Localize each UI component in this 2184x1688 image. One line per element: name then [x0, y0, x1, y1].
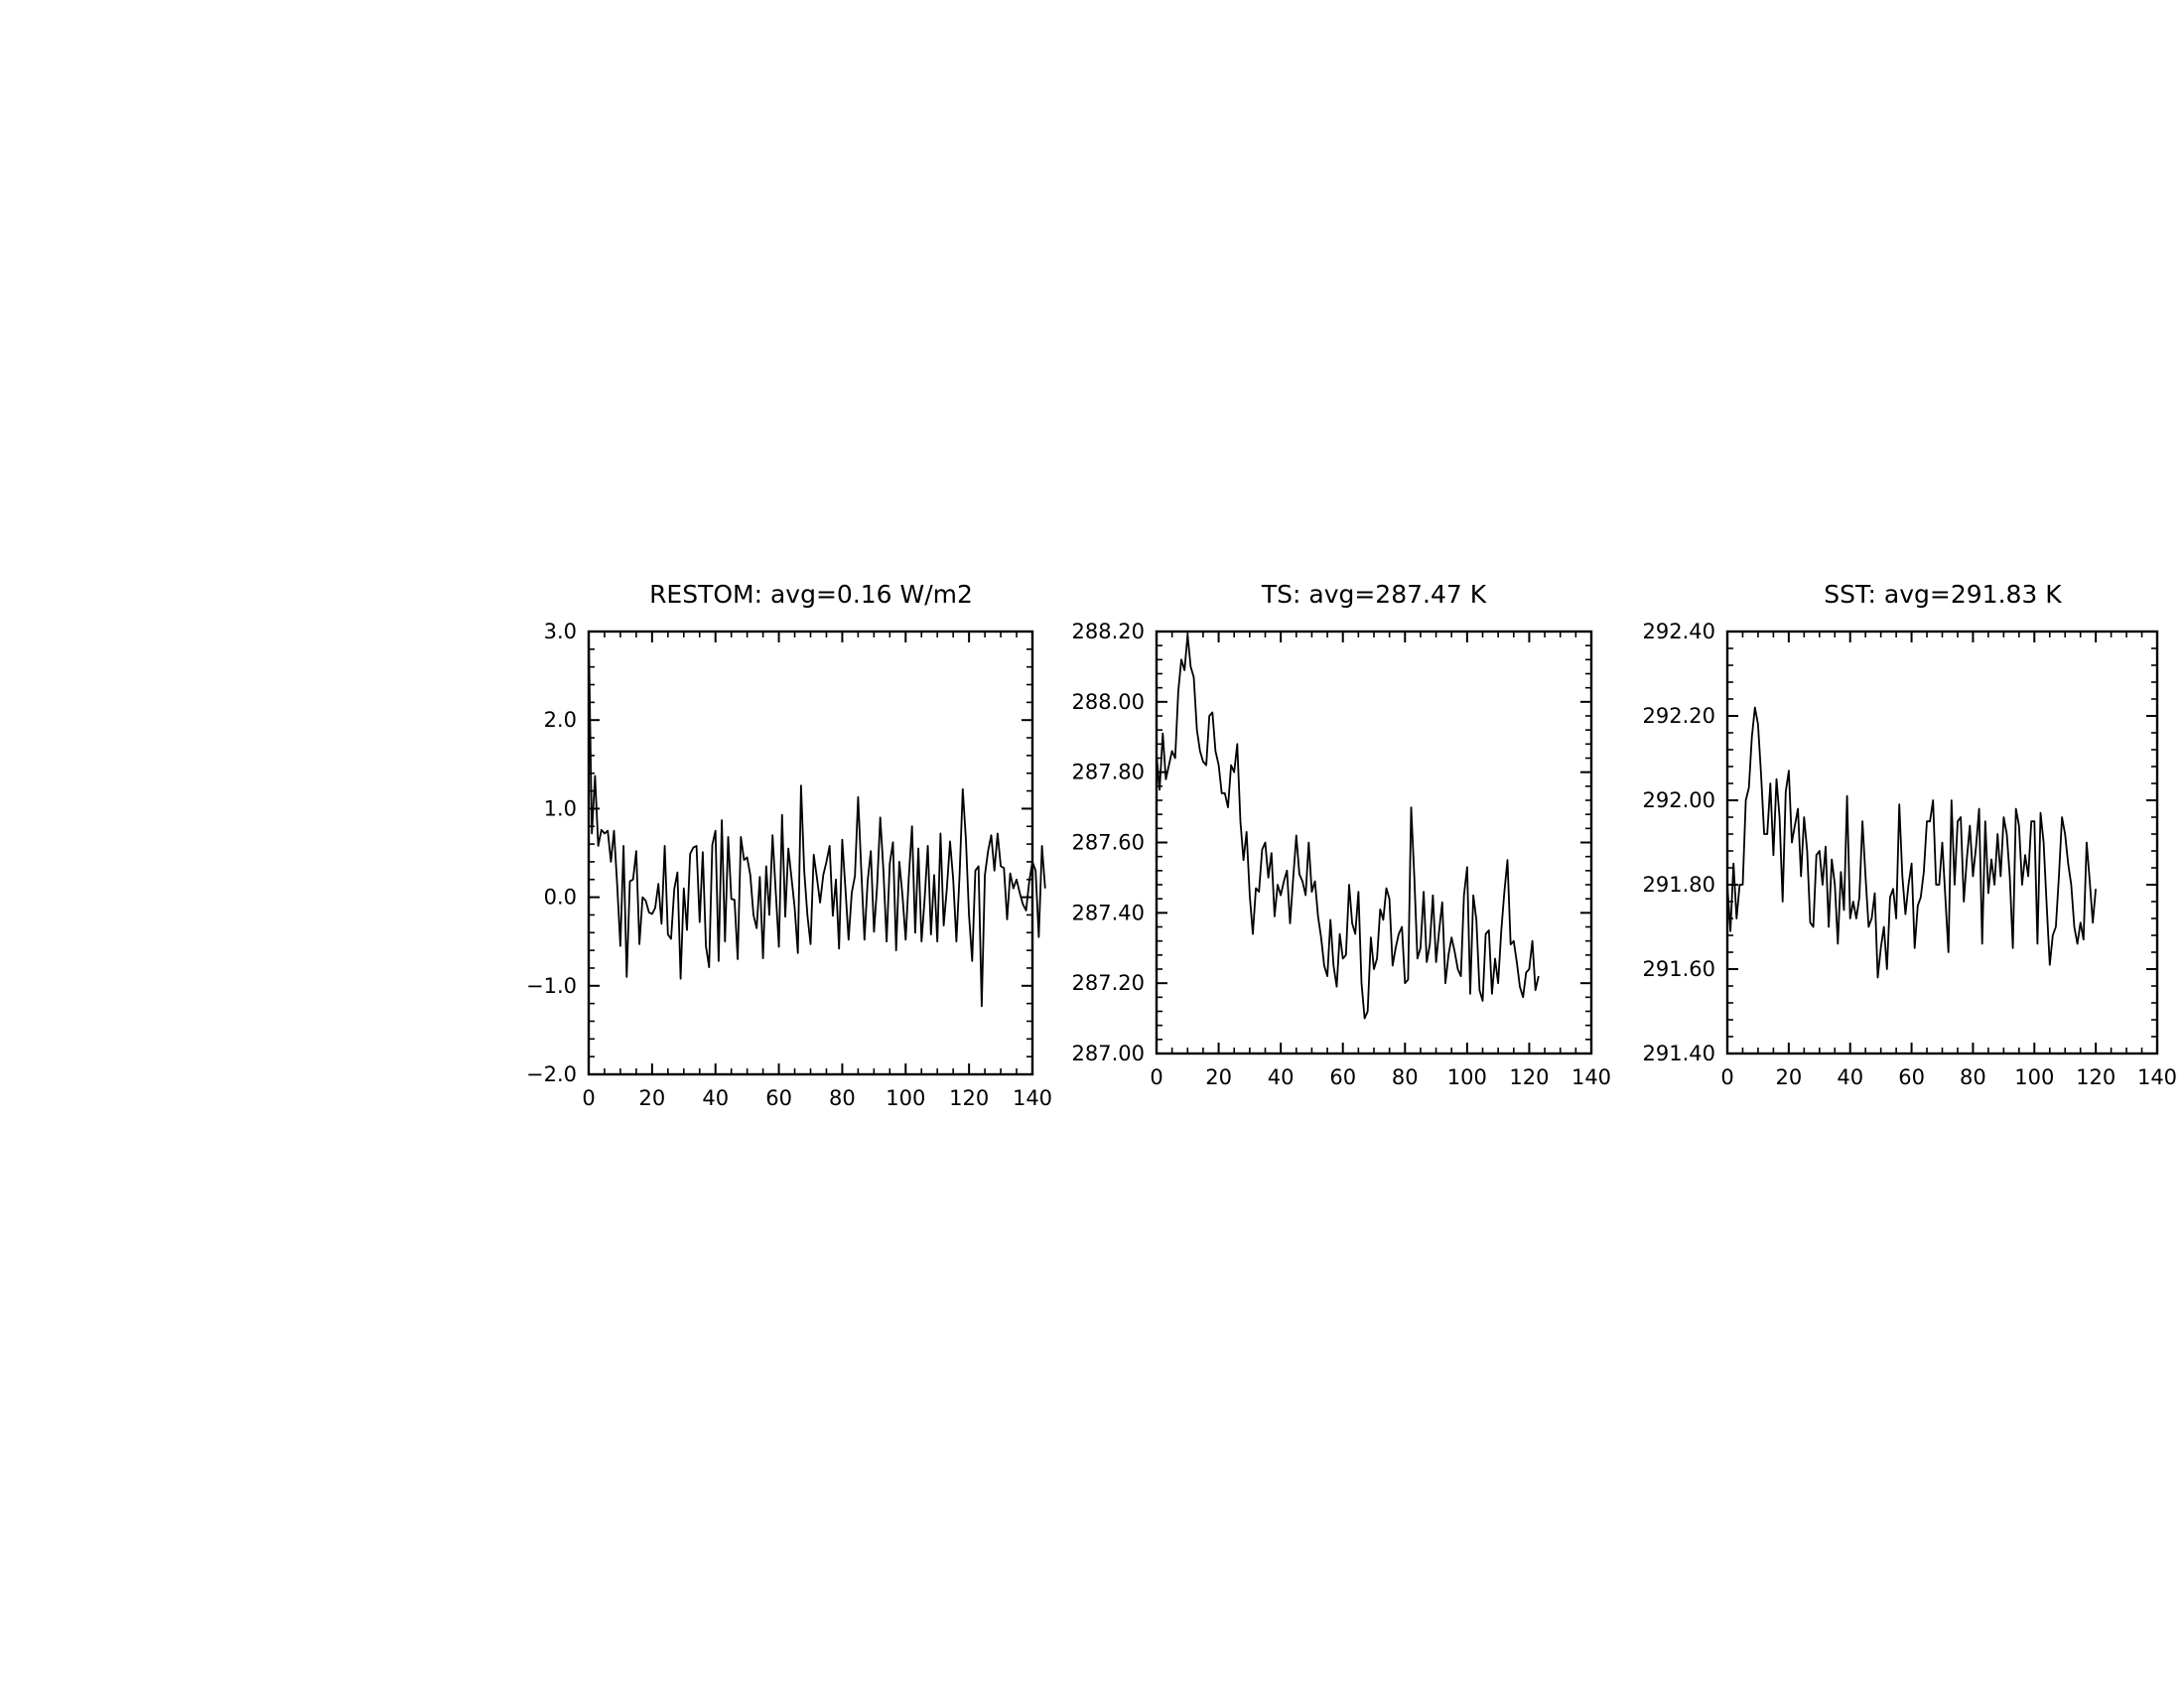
- x-tick-label: 20: [638, 1086, 665, 1110]
- y-tick-label: 292.00: [1643, 788, 1715, 812]
- y-tick-label: 1.0: [544, 796, 577, 820]
- x-tick-label: 60: [1898, 1065, 1925, 1089]
- x-tick-label: 100: [1447, 1065, 1487, 1089]
- x-tick-label: 60: [1329, 1065, 1356, 1089]
- series-line-sst: [1726, 706, 2097, 979]
- x-tick-label: 60: [765, 1086, 792, 1110]
- x-tick-label: 40: [1837, 1065, 1863, 1089]
- x-tick-label: 140: [2137, 1065, 2177, 1089]
- x-tick-label: 80: [1392, 1065, 1419, 1089]
- y-tick-label: 287.20: [1072, 971, 1145, 995]
- y-tick-label: 287.40: [1072, 901, 1145, 924]
- x-tick-label: 100: [2014, 1065, 2054, 1089]
- x-tick-label: 0: [582, 1086, 595, 1110]
- x-tick-label: 120: [1509, 1065, 1549, 1089]
- chart-title-ts: TS: avg=287.47 K: [1261, 580, 1487, 609]
- x-tick-label: 40: [702, 1086, 729, 1110]
- x-tick-label: 80: [829, 1086, 856, 1110]
- x-tick-label: 20: [1775, 1065, 1802, 1089]
- y-tick-label: −2.0: [526, 1062, 577, 1086]
- x-tick-label: 0: [1720, 1065, 1733, 1089]
- chart-title-restom: RESTOM: avg=0.16 W/m2: [649, 580, 973, 609]
- y-tick-label: 287.80: [1072, 761, 1145, 784]
- y-tick-label: 291.40: [1643, 1042, 1715, 1065]
- x-tick-label: 40: [1268, 1065, 1295, 1089]
- series-line-restom: [588, 631, 1046, 1008]
- plot-area-ts: 0 20 40 60 80 100 120 140 287.00 287.20 287.40 287.…: [1072, 620, 1612, 1089]
- x-tick-label: 120: [949, 1086, 989, 1110]
- y-tick-label: 288.00: [1072, 690, 1145, 714]
- plot-area-restom: 0 20 40 60 80 100 120 140 −2.0 −1.0 0.0 1.0 2.0 3.0: [526, 620, 1052, 1110]
- x-tick-label: 120: [2076, 1065, 2116, 1089]
- plot-area-sst: 0 20 40 60 80 100 120 140 291.40 291.60 291.80 292.…: [1643, 620, 2178, 1089]
- y-tick-label: 292.20: [1643, 704, 1715, 728]
- x-tick-label: 80: [1960, 1065, 1986, 1089]
- y-tick-label: 2.0: [544, 708, 577, 732]
- chart-title-sst: SST: avg=291.83 K: [1824, 580, 2062, 609]
- x-tick-label: 140: [1571, 1065, 1611, 1089]
- y-tick-label: 288.20: [1072, 620, 1145, 643]
- y-tick-label: 287.00: [1072, 1042, 1145, 1065]
- chart-panel-restom: RESTOM: avg=0.16 W/m2 0 20 40 60 80 100 120 140…: [526, 580, 1052, 1110]
- y-tick-label: 291.60: [1643, 957, 1715, 981]
- y-tick-label: 3.0: [544, 620, 577, 643]
- x-tick-label: 0: [1150, 1065, 1162, 1089]
- y-tick-label: 292.40: [1643, 620, 1715, 643]
- y-tick-label: 291.80: [1643, 873, 1715, 897]
- y-tick-label: 0.0: [544, 886, 577, 910]
- y-tick-label: −1.0: [526, 974, 577, 998]
- chart-panel-sst: SST: avg=291.83 K 0 20 40 60 80 100 120 140 291.…: [1643, 580, 2178, 1089]
- series-line-ts: [1156, 633, 1540, 1020]
- y-tick-label: 287.60: [1072, 831, 1145, 855]
- x-tick-label: 20: [1205, 1065, 1232, 1089]
- x-tick-label: 140: [1013, 1086, 1052, 1110]
- x-tick-label: 100: [886, 1086, 925, 1110]
- chart-panel-ts: TS: avg=287.47 K 0 20 40 60 80 100 120 140 287.0…: [1072, 580, 1612, 1089]
